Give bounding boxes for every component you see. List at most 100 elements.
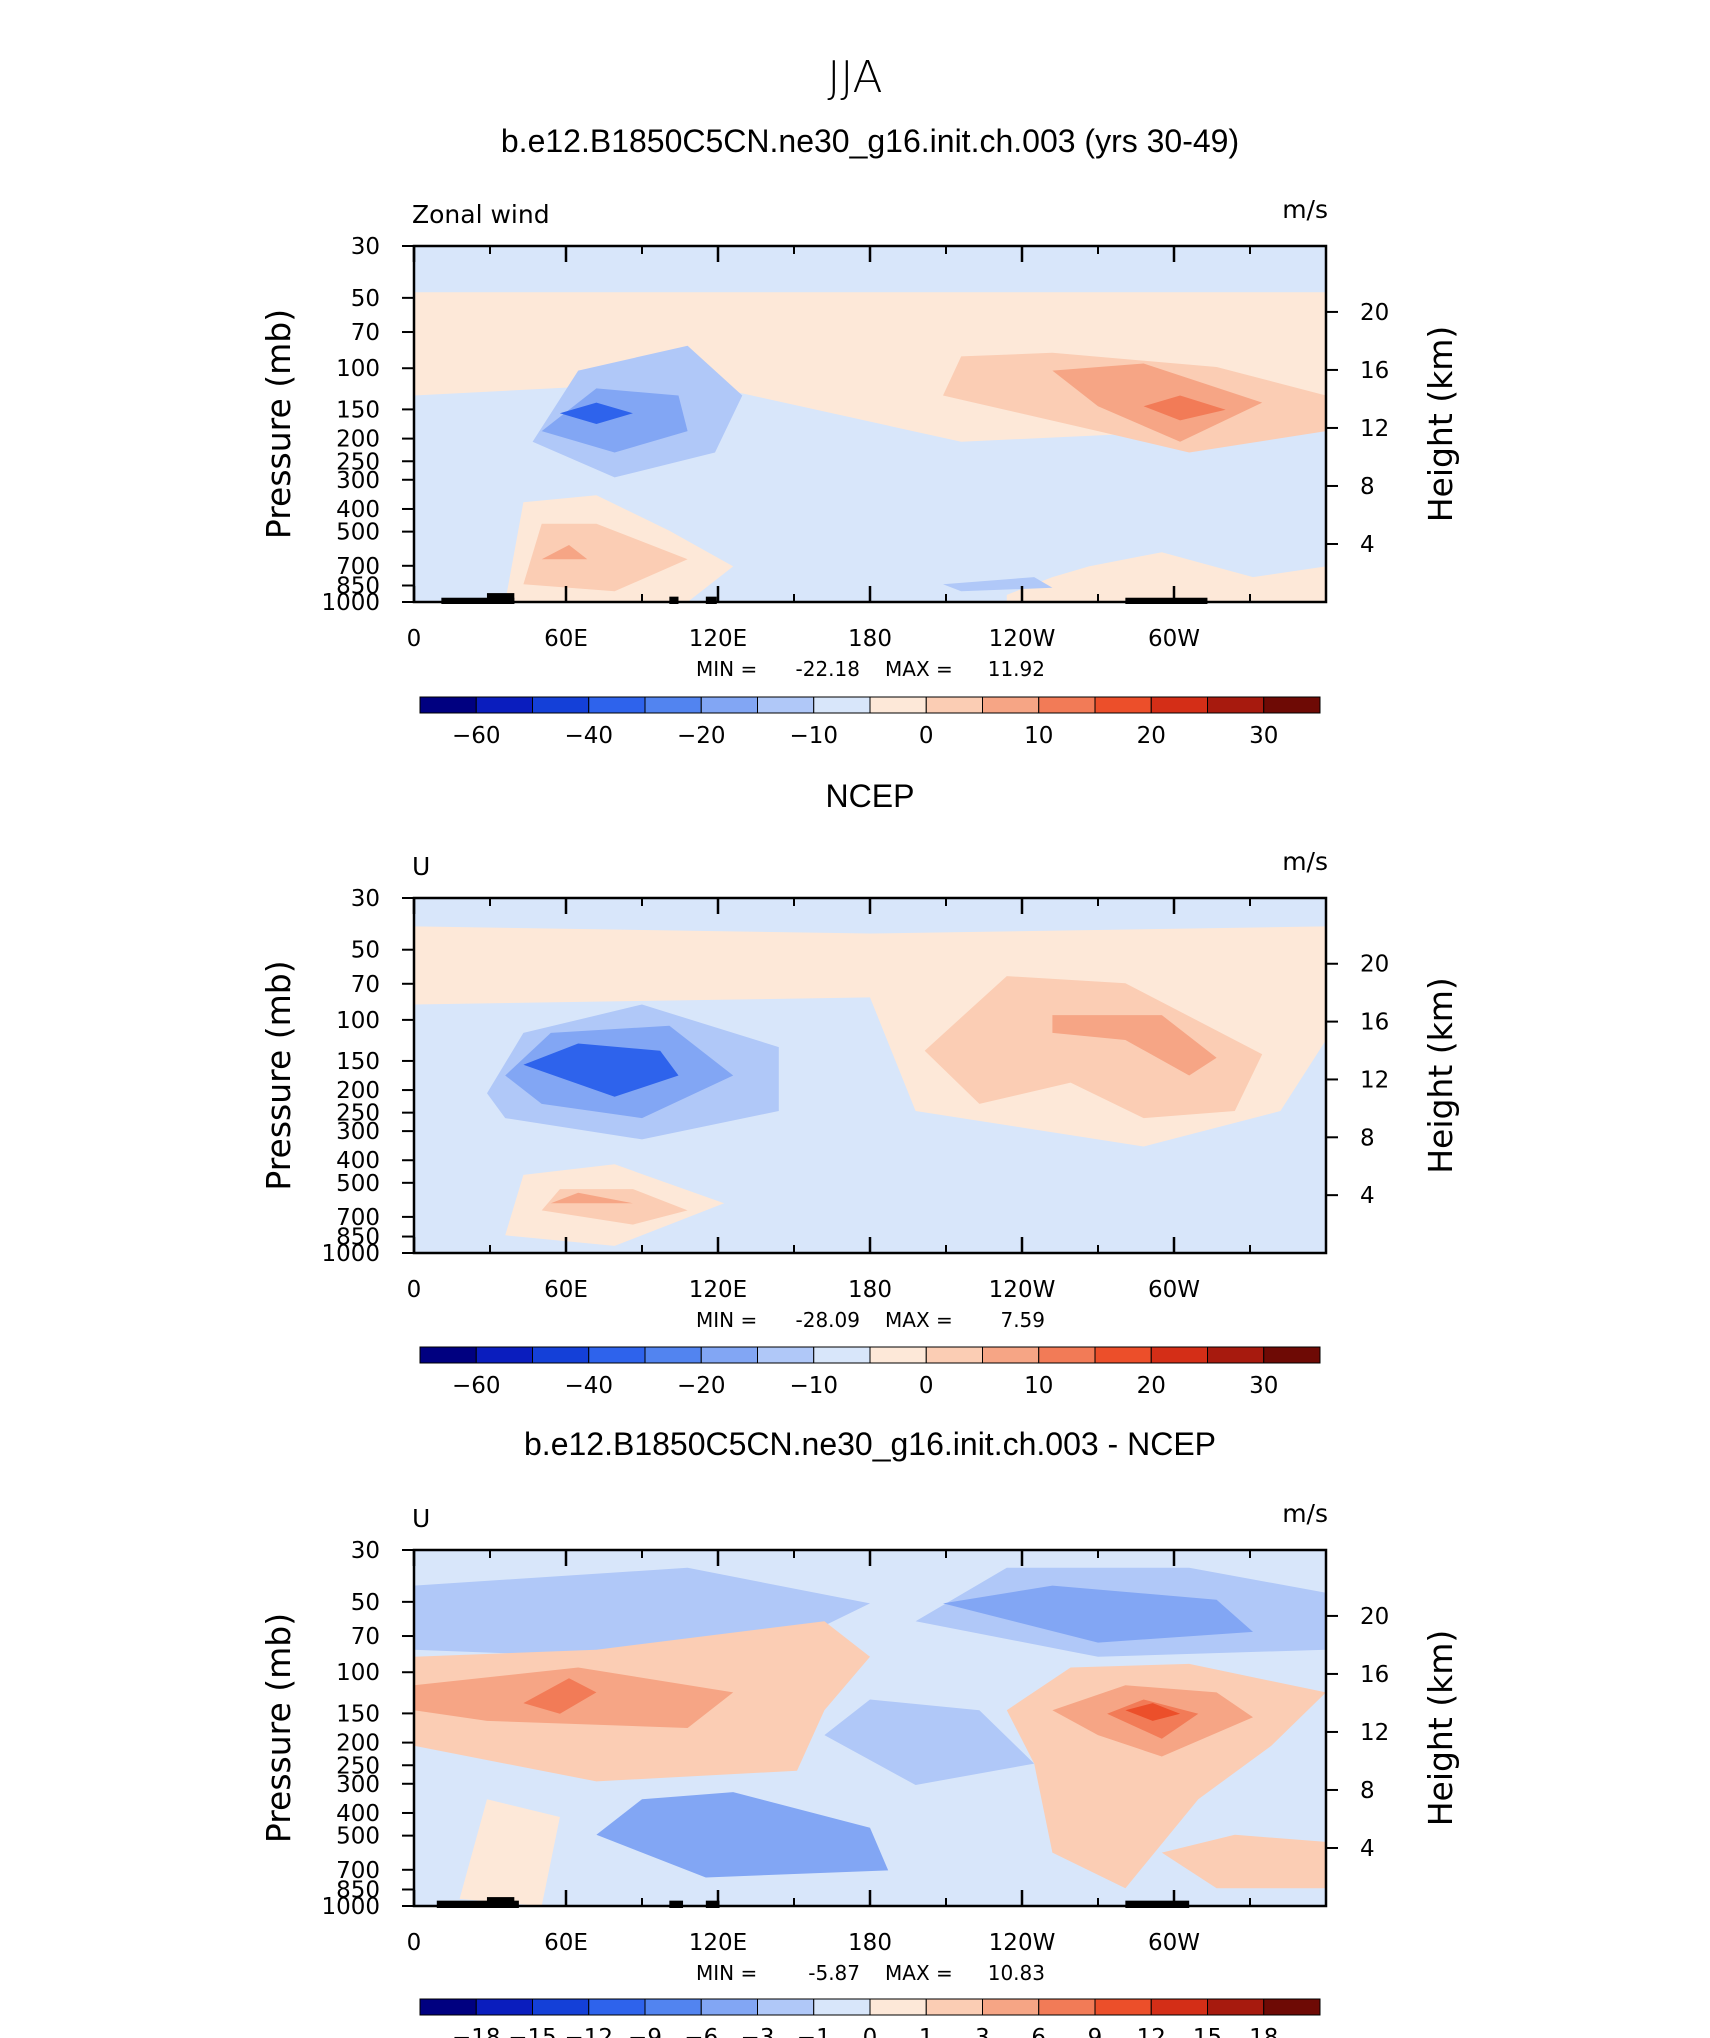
y-tick-label: 400: [336, 1801, 380, 1827]
figure-title: JJA: [827, 52, 882, 103]
contour-region: [523, 1678, 597, 1714]
contour-region: [924, 976, 1263, 1119]
panel-variable-label: U: [412, 1504, 430, 1533]
panel-title: b.e12.B1850C5CN.ne30_g16.init.ch.003 (yr…: [501, 123, 1239, 159]
x-tick-label: 120W: [989, 626, 1056, 652]
colorbar-label: 1: [919, 2025, 934, 2038]
y-right-tick-label: 16: [1360, 1010, 1389, 1036]
y-tick-label: 200: [336, 427, 380, 453]
colorbar-label: 20: [1137, 723, 1166, 749]
contour-region: [523, 523, 688, 592]
y-axis-title: Pressure (mb): [259, 309, 298, 539]
colorbar-label: 9: [1088, 2025, 1103, 2038]
contour-region: [523, 1043, 679, 1097]
contour-region: [1052, 1015, 1217, 1076]
colorbar-label: 18: [1249, 2025, 1278, 2038]
colorbar-label: 3: [975, 2025, 990, 2038]
colorbar-label: −40: [564, 1373, 613, 1399]
y-axis-title: Pressure (mb): [259, 960, 298, 1190]
x-tick-label: 60W: [1148, 626, 1200, 652]
contour-region: [943, 577, 1053, 592]
y-tick-label: 1000: [321, 590, 380, 616]
y-tick-label: 250: [336, 449, 380, 475]
y-tick-label: 200: [336, 1078, 380, 1104]
x-tick-label: 180: [848, 1277, 892, 1303]
colorbar-swatch: [1263, 1998, 1321, 2016]
x-tick-label: 60W: [1148, 1277, 1200, 1303]
y-tick-label: 50: [351, 1590, 380, 1616]
y-right-tick-label: 12: [1360, 1720, 1389, 1746]
x-tick-label: 60W: [1148, 1930, 1200, 1956]
y-right-tick-label: 12: [1360, 1067, 1389, 1093]
contour-region: [541, 545, 588, 560]
y-tick-label: 700: [336, 1205, 380, 1231]
colorbar-swatch: [1207, 1346, 1265, 1364]
colorbar-swatch: [419, 696, 477, 714]
colorbar-swatch: [757, 1346, 815, 1364]
colorbar-label: 30: [1249, 723, 1278, 749]
x-tick-label: 60E: [544, 1277, 588, 1303]
contour-region: [943, 1585, 1253, 1643]
y-right-tick-label: 20: [1360, 1604, 1389, 1630]
y-axis-title: Pressure (mb): [259, 1613, 298, 1843]
contour-region: [550, 1192, 633, 1204]
colorbar-swatch: [1150, 696, 1208, 714]
colorbar-swatch: [588, 1998, 646, 2016]
min-label: MIN =: [696, 1961, 757, 1985]
colorbar-swatch: [588, 1346, 646, 1364]
colorbar-swatch: [1094, 1346, 1152, 1364]
min-value: -28.09: [796, 1308, 860, 1332]
contour-region: [1006, 552, 1326, 602]
colorbar-swatch: [982, 696, 1040, 714]
colorbar-label: 0: [919, 723, 934, 749]
x-tick-label: 180: [848, 1930, 892, 1956]
y-tick-label: 100: [336, 1008, 380, 1034]
colorbar-swatch: [700, 696, 758, 714]
colorbar-swatch: [644, 696, 702, 714]
y-tick-label: 300: [336, 1119, 380, 1145]
colorbar-label: −40: [564, 723, 613, 749]
colorbar-swatch: [813, 696, 871, 714]
min-label: MIN =: [696, 1308, 757, 1332]
colorbar-swatch: [925, 696, 983, 714]
y-right-tick-label: 8: [1360, 1125, 1375, 1151]
colorbar-swatch: [869, 1998, 927, 2016]
y-tick-label: 850: [336, 1878, 380, 1904]
y-right-tick-label: 16: [1360, 1662, 1389, 1688]
y-tick-label: 30: [351, 886, 380, 912]
colorbar-label: −6: [684, 2025, 718, 2038]
colorbar-swatch: [1207, 1998, 1265, 2016]
y-right-tick-label: 8: [1360, 1778, 1375, 1804]
y-right-tick-label: 4: [1360, 1836, 1375, 1862]
colorbar-swatch: [813, 1346, 871, 1364]
colorbar-label: −3: [741, 2025, 775, 2038]
topography-block: [705, 1900, 720, 1908]
y-tick-label: 500: [336, 520, 380, 546]
max-value: 7.59: [1000, 1308, 1045, 1332]
colorbar-label: −18: [452, 2025, 501, 2038]
y-tick-label: 50: [351, 938, 380, 964]
x-tick-label: 120E: [689, 1930, 747, 1956]
contour-region: [541, 388, 688, 453]
colorbar-swatch: [532, 1998, 590, 2016]
y-tick-label: 400: [336, 497, 380, 523]
colorbar-swatch: [644, 1998, 702, 2016]
x-tick-label: 180: [848, 626, 892, 652]
colorbar-swatch: [700, 1346, 758, 1364]
y-right-axis-title: Height (km): [1421, 326, 1460, 523]
colorbar-label: 20: [1137, 1373, 1166, 1399]
colorbar-label: −10: [789, 1373, 838, 1399]
colorbar-label: 6: [1031, 2025, 1046, 2038]
colorbar-swatch: [475, 1998, 533, 2016]
colorbar-label: −20: [677, 1373, 726, 1399]
y-right-tick-label: 4: [1360, 532, 1375, 558]
y-right-axis-title: Height (km): [1421, 1630, 1460, 1827]
y-tick-label: 200: [336, 1731, 380, 1757]
colorbar-swatch: [1150, 1346, 1208, 1364]
chart-panel-1: b.e12.B1850C5CN.ne30_g16.init.ch.003 (yr…: [259, 123, 1460, 749]
colorbar-swatch: [532, 696, 590, 714]
x-tick-label: 60E: [544, 1930, 588, 1956]
y-tick-label: 50: [351, 286, 380, 312]
